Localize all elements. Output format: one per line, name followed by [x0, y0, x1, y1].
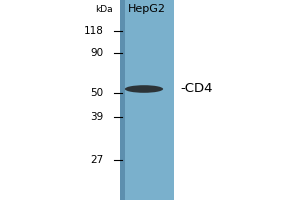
- Text: kDa: kDa: [95, 5, 112, 14]
- Text: 27: 27: [90, 155, 104, 165]
- Bar: [120, 0, 174, 200]
- Bar: [120, 0, 124, 200]
- Text: 118: 118: [84, 26, 103, 36]
- Text: 90: 90: [90, 48, 104, 58]
- Ellipse shape: [125, 85, 163, 93]
- Text: -CD4: -CD4: [180, 82, 212, 95]
- Text: 50: 50: [90, 88, 104, 98]
- Text: 39: 39: [90, 112, 104, 122]
- Text: HepG2: HepG2: [128, 4, 166, 14]
